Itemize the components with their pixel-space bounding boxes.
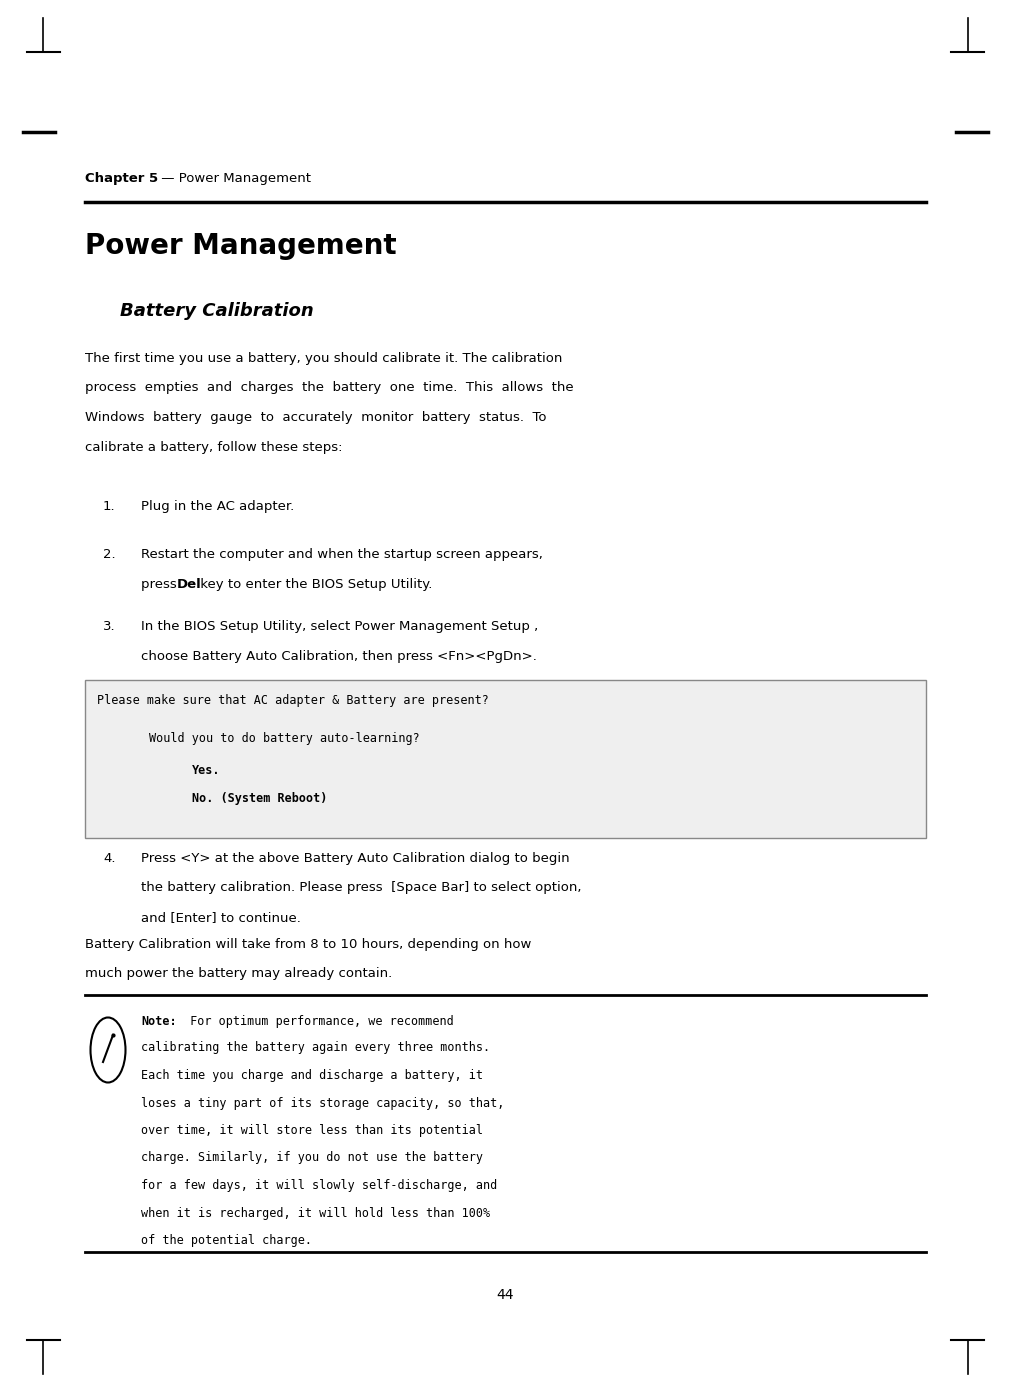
Text: charge. Similarly, if you do not use the battery: charge. Similarly, if you do not use the… [141,1151,483,1165]
Text: when it is recharged, it will hold less than 100%: when it is recharged, it will hold less … [141,1207,490,1219]
Text: The first time you use a battery, you should calibrate it. The calibration: The first time you use a battery, you sh… [85,352,562,365]
Text: Each time you charge and discharge a battery, it: Each time you charge and discharge a bat… [141,1069,483,1082]
Text: 2.: 2. [103,548,115,561]
Text: Would you to do battery auto-learning?: Would you to do battery auto-learning? [149,732,420,745]
Text: and [Enter] to continue.: and [Enter] to continue. [141,910,301,924]
Text: calibrate a battery, follow these steps:: calibrate a battery, follow these steps: [85,440,343,454]
Text: loses a tiny part of its storage capacity, so that,: loses a tiny part of its storage capacit… [141,1097,504,1109]
Ellipse shape [91,1018,125,1083]
Text: of the potential charge.: of the potential charge. [141,1233,312,1247]
Text: In the BIOS Setup Utility, select Power Management Setup ,: In the BIOS Setup Utility, select Power … [141,619,538,633]
FancyBboxPatch shape [85,681,926,838]
Text: Windows  battery  gauge  to  accurately  monitor  battery  status.  To: Windows battery gauge to accurately moni… [85,411,547,425]
Text: Yes.: Yes. [192,764,220,777]
Text: 44: 44 [496,1288,515,1302]
Text: Del: Del [177,578,201,592]
Text: Battery Calibration: Battery Calibration [120,302,313,320]
Text: for a few days, it will slowly self-discharge, and: for a few days, it will slowly self-disc… [141,1179,497,1192]
Text: process  empties  and  charges  the  battery  one  time.  This  allows  the: process empties and charges the battery … [85,381,573,394]
Text: much power the battery may already contain.: much power the battery may already conta… [85,967,392,980]
Text: Plug in the AC adapter.: Plug in the AC adapter. [141,500,294,514]
Text: Restart the computer and when the startup screen appears,: Restart the computer and when the startu… [141,548,543,561]
Text: Chapter 5: Chapter 5 [85,173,158,185]
Text: calibrating the battery again every three months.: calibrating the battery again every thre… [141,1041,490,1055]
Text: 4.: 4. [103,852,115,864]
Text: key to enter the BIOS Setup Utility.: key to enter the BIOS Setup Utility. [195,578,432,592]
Text: the battery calibration. Please press  [Space Bar] to select option,: the battery calibration. Please press [S… [141,881,581,895]
Text: Note:: Note: [141,1015,177,1029]
Text: choose Battery Auto Calibration, then press <Fn><PgDn>.: choose Battery Auto Calibration, then pr… [141,650,537,663]
Text: press: press [141,578,181,592]
Text: Battery Calibration will take from 8 to 10 hours, depending on how: Battery Calibration will take from 8 to … [85,938,532,951]
Text: 3.: 3. [103,619,115,633]
Text: — Power Management: — Power Management [157,173,311,185]
Text: over time, it will store less than its potential: over time, it will store less than its p… [141,1123,483,1137]
Text: Press <Y> at the above Battery Auto Calibration dialog to begin: Press <Y> at the above Battery Auto Cali… [141,852,569,864]
Text: No. (System Reboot): No. (System Reboot) [192,792,328,805]
Text: 1.: 1. [103,500,115,514]
Text: For optimum performance, we recommend: For optimum performance, we recommend [183,1015,453,1029]
Text: Power Management: Power Management [85,232,396,260]
Text: Please make sure that AC adapter & Battery are present?: Please make sure that AC adapter & Batte… [97,695,489,707]
